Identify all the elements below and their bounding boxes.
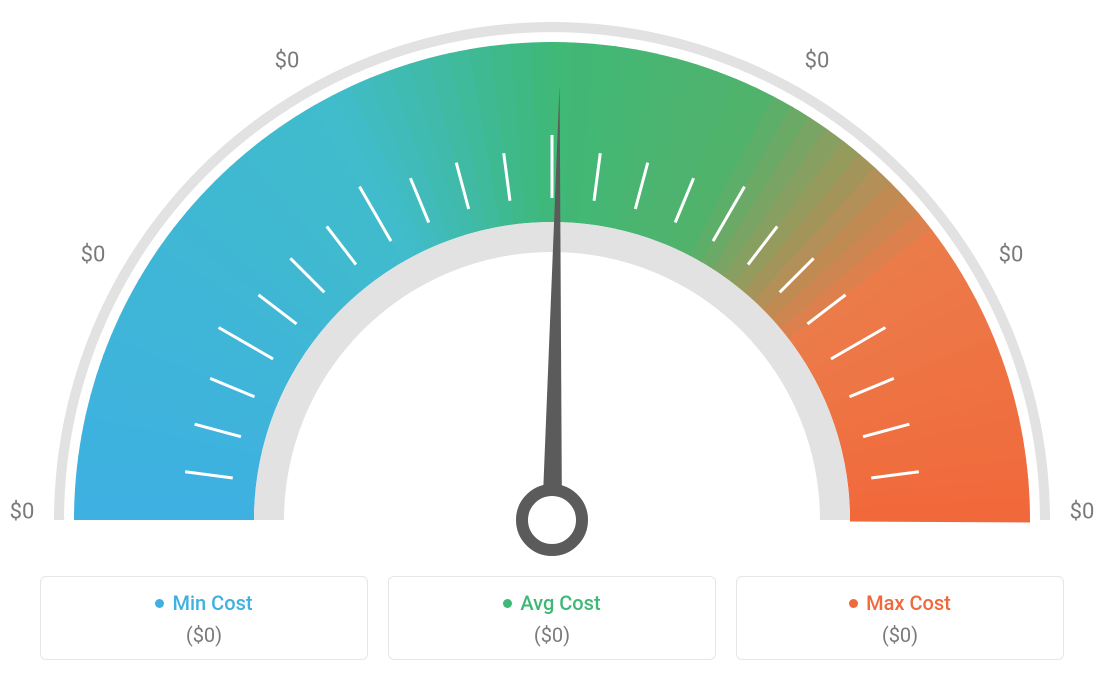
legend-title-min: Min Cost (155, 591, 252, 615)
legend-label-avg: Avg Cost (520, 591, 600, 615)
gauge-tick-label: $0 (10, 500, 35, 525)
legend-label-max: Max Cost (866, 591, 951, 615)
legend-dot-avg (503, 599, 512, 608)
legend-card-max: Max Cost ($0) (736, 576, 1064, 660)
legend-value-avg: ($0) (399, 623, 705, 647)
gauge-tick-label: $0 (81, 243, 106, 268)
legend-label-min: Min Cost (172, 591, 252, 615)
legend-dot-max (849, 599, 858, 608)
gauge-tick-label: $0 (275, 49, 300, 74)
cost-gauge-container: $0 $0 $0 $0 $0 $0 $0 Min Cost ($0) Avg Cost ($… (0, 0, 1104, 690)
legend-card-avg: Avg Cost ($0) (388, 576, 716, 660)
gauge-svg (0, 0, 1104, 560)
legend-title-avg: Avg Cost (503, 591, 600, 615)
gauge-tick-label: $0 (805, 49, 830, 74)
legend-card-min: Min Cost ($0) (40, 576, 368, 660)
gauge-tick-label: $0 (999, 243, 1024, 268)
gauge-chart: $0 $0 $0 $0 $0 $0 $0 (0, 0, 1104, 560)
legend-value-max: ($0) (747, 623, 1053, 647)
gauge-tick-label: $0 (540, 0, 565, 3)
gauge-tick-label: $0 (1070, 500, 1095, 525)
legend-title-max: Max Cost (849, 591, 951, 615)
legend-dot-min (155, 599, 164, 608)
legend-value-min: ($0) (51, 623, 357, 647)
legend-row: Min Cost ($0) Avg Cost ($0) Max Cost ($0… (40, 576, 1064, 660)
